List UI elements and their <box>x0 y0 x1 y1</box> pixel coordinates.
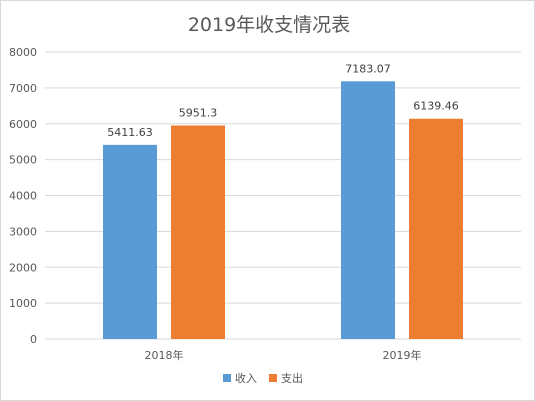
y-tick-label: 3000 <box>9 225 37 238</box>
data-labels: 5411.63 5951.3 7183.07 6139.46 <box>107 62 459 139</box>
y-tick-label: 0 <box>30 333 37 346</box>
x-tick-label: 2018年 <box>145 348 184 362</box>
data-label: 7183.07 <box>345 62 391 75</box>
y-tick-label: 5000 <box>9 154 37 167</box>
bar-expense <box>171 125 225 339</box>
bar-expense <box>409 118 463 339</box>
x-tick-label: 2019年 <box>383 348 422 362</box>
y-axis: 0 1000 2000 3000 4000 5000 6000 7000 8000 <box>9 46 37 346</box>
data-label: 6139.46 <box>413 100 459 113</box>
legend-swatch <box>223 374 231 382</box>
chart-title: 2019年收支情况表 <box>188 14 350 36</box>
bar-income <box>341 81 395 339</box>
y-tick-label: 7000 <box>9 82 37 95</box>
legend-label: 支出 <box>281 371 303 385</box>
data-label: 5411.63 <box>107 126 153 139</box>
x-axis: 2018年 2019年 <box>145 348 422 362</box>
y-tick-label: 2000 <box>9 261 37 274</box>
legend-swatch <box>269 374 277 382</box>
legend: 收入 支出 <box>223 371 303 385</box>
bars <box>103 81 463 339</box>
bar-income <box>103 144 157 339</box>
legend-label: 收入 <box>235 371 257 385</box>
data-label: 5951.3 <box>179 106 218 119</box>
y-tick-label: 4000 <box>9 190 37 203</box>
y-tick-label: 8000 <box>9 46 37 59</box>
y-tick-label: 1000 <box>9 297 37 310</box>
y-tick-label: 6000 <box>9 118 37 131</box>
